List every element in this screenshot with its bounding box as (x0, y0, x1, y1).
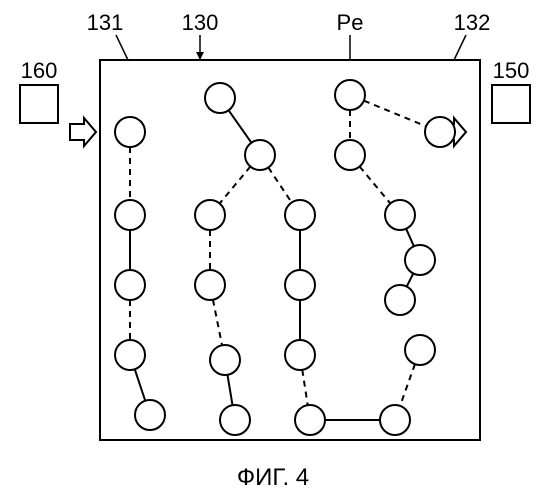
edge (364, 101, 426, 127)
figure-caption: ФИГ. 4 (237, 464, 309, 491)
pe-node (285, 270, 315, 300)
external-box-150 (492, 85, 530, 123)
figure-4-diagram: 131 130 Pe 132 160 150 ФИГ. 4 (0, 0, 547, 500)
pe-node (425, 117, 455, 147)
label-130: 130 (182, 10, 219, 35)
pe-node (405, 335, 435, 365)
pe-node (335, 80, 365, 110)
label-pe: Pe (337, 10, 364, 35)
label-131: 131 (87, 10, 124, 35)
pe-node (295, 405, 325, 435)
pe-node (380, 405, 410, 435)
leader-line (454, 35, 466, 60)
pe-node (285, 340, 315, 370)
leader-arrowhead-icon (196, 52, 204, 60)
edges-layer (130, 101, 426, 420)
edge (268, 167, 291, 202)
edge (229, 110, 252, 142)
nodes-layer (115, 80, 455, 435)
pe-node (220, 405, 250, 435)
pe-node (195, 270, 225, 300)
pe-node (135, 400, 165, 430)
edge (220, 167, 251, 204)
pe-node (115, 270, 145, 300)
edge (302, 370, 307, 405)
pe-node (205, 83, 235, 113)
pe-node (405, 245, 435, 275)
pe-node (115, 117, 145, 147)
pe-node (195, 200, 225, 230)
pe-node (115, 340, 145, 370)
label-132: 132 (454, 10, 491, 35)
pe-node (115, 200, 145, 230)
leaders-layer (116, 35, 466, 61)
label-150: 150 (493, 58, 530, 83)
edge (135, 369, 146, 401)
pe-node (285, 200, 315, 230)
arrow-in-icon (70, 118, 96, 146)
edge (360, 167, 391, 204)
leader-line (116, 35, 128, 60)
edge (227, 375, 232, 405)
edge (407, 273, 414, 286)
pe-node (335, 140, 365, 170)
edge (406, 229, 414, 247)
pe-node (210, 345, 240, 375)
pe-node (245, 140, 275, 170)
edge (400, 364, 415, 406)
external-box-160 (20, 85, 58, 123)
label-160: 160 (21, 58, 58, 83)
pe-node (385, 285, 415, 315)
pe-node (385, 200, 415, 230)
edge (213, 300, 222, 346)
